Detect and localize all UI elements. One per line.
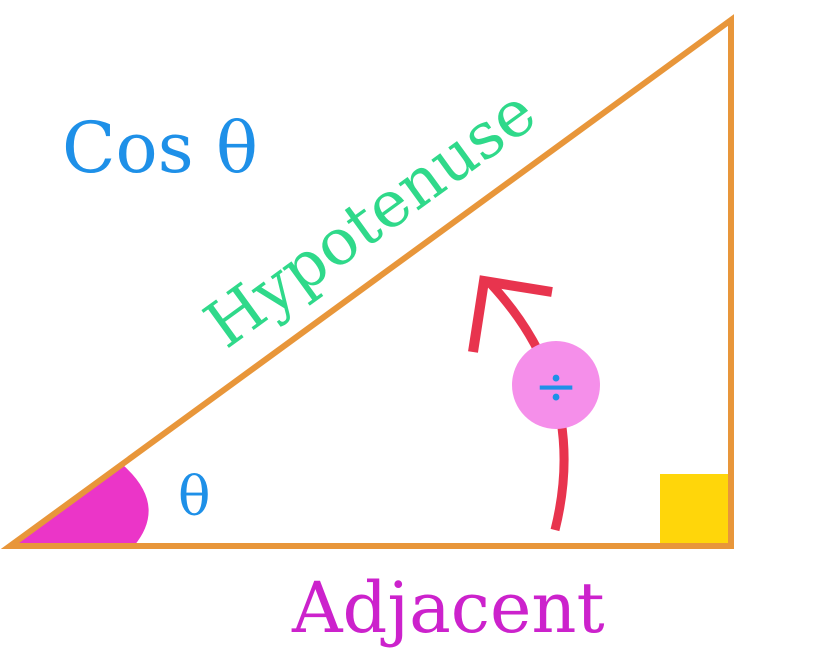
divide-circle [512,341,600,429]
angle-label: θ [178,465,211,528]
function-label: Cos θ [62,107,258,189]
adjacent-label: Adjacent [291,567,605,649]
right-triangle [0,14,734,549]
arrow-head [468,275,553,353]
divide-symbol: ÷ [534,357,578,417]
angle-wedge [10,465,149,546]
right-angle-marker [660,474,728,544]
